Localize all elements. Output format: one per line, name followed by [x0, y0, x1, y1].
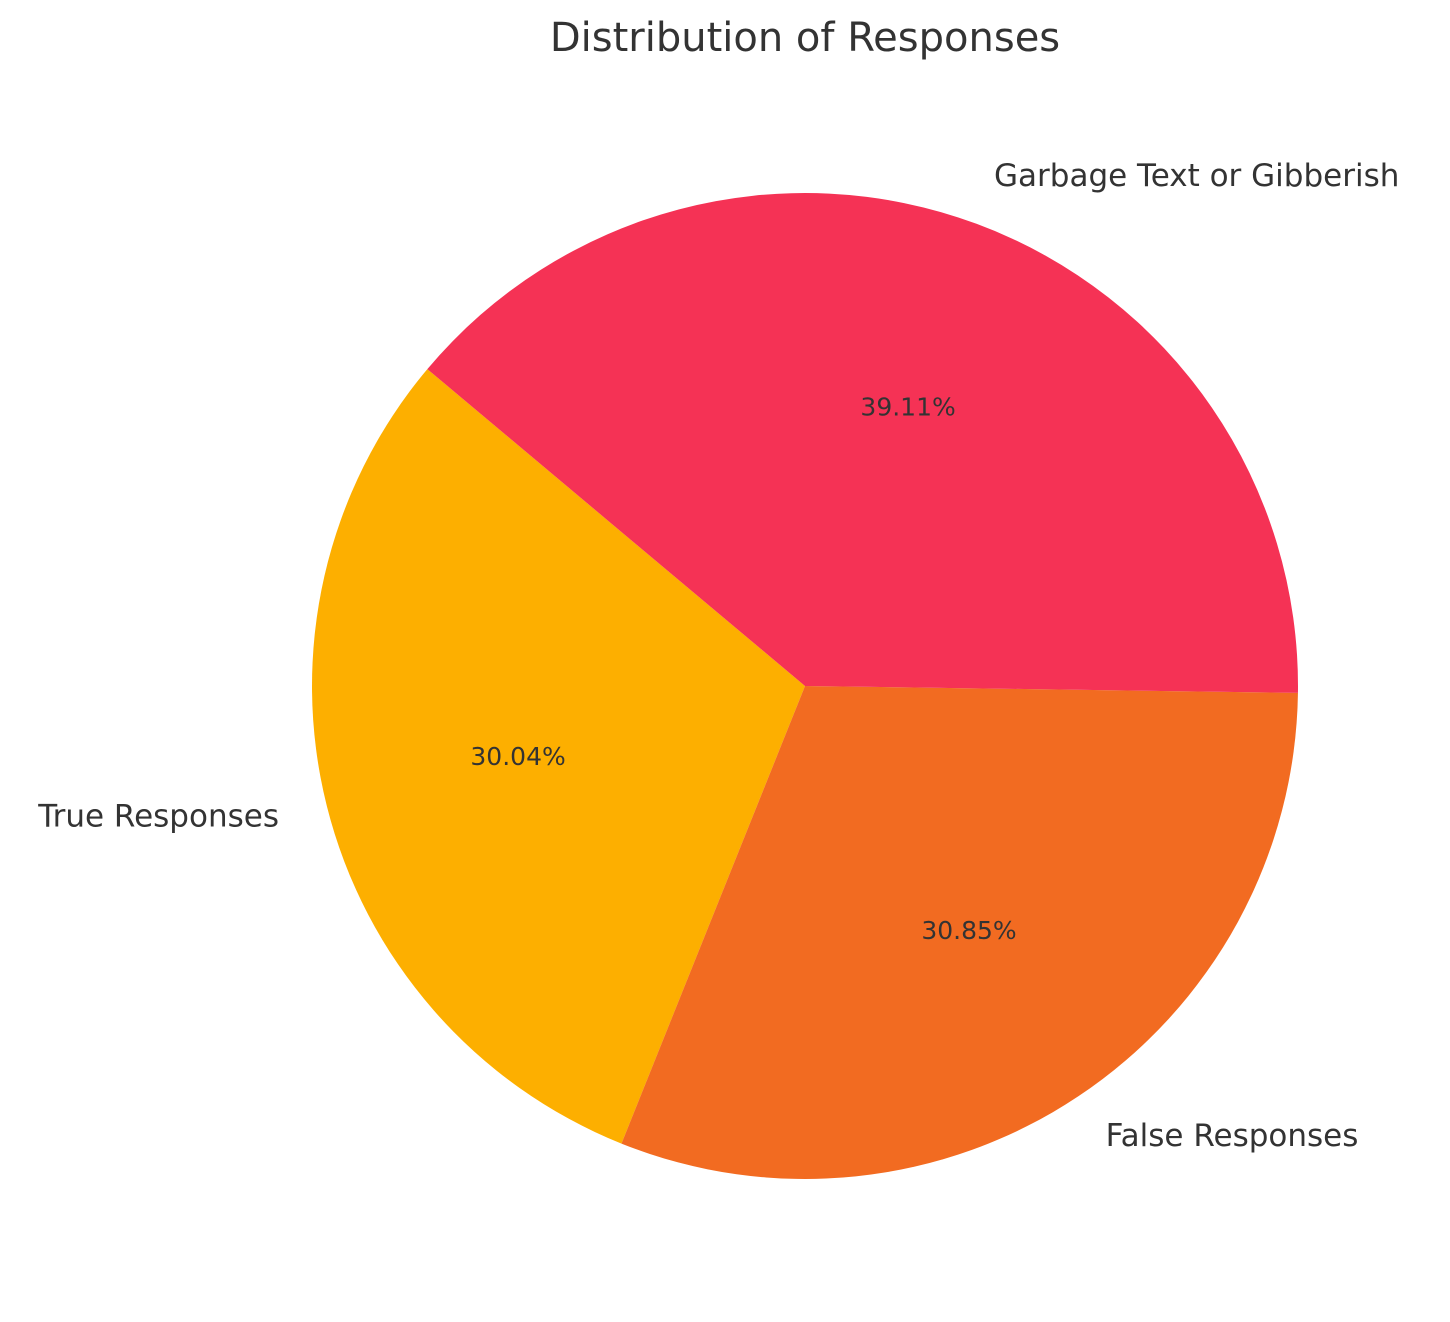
- slice-label: Garbage Text or Gibberish: [994, 158, 1399, 194]
- slice-label: False Responses: [1106, 1118, 1359, 1154]
- pie-slice: [312, 369, 805, 1144]
- value-label: 30.85%: [921, 916, 1016, 945]
- pie-slice: [427, 192, 1298, 693]
- pie-slice: [621, 686, 1298, 1179]
- slice-label: True Responses: [37, 798, 279, 834]
- value-label: 30.04%: [470, 742, 565, 771]
- chart-title: Distribution of Responses: [550, 15, 1060, 61]
- value-label: 39.11%: [860, 393, 955, 422]
